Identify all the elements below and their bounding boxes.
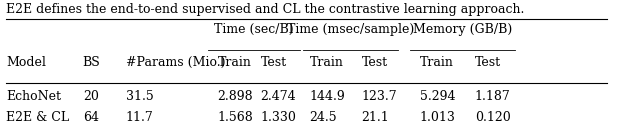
Text: Time (sec/B): Time (sec/B) xyxy=(214,23,294,36)
Text: 1.013: 1.013 xyxy=(420,111,456,124)
Text: 11.7: 11.7 xyxy=(125,111,154,124)
Text: Time (msec/sample): Time (msec/sample) xyxy=(287,23,414,36)
Text: E2E & CL: E2E & CL xyxy=(6,111,69,124)
Text: Test: Test xyxy=(260,56,287,69)
Text: 20: 20 xyxy=(83,90,99,103)
Text: 144.9: 144.9 xyxy=(309,90,345,103)
Text: 123.7: 123.7 xyxy=(362,90,397,103)
Text: 31.5: 31.5 xyxy=(125,90,154,103)
Text: Memory (GB/B): Memory (GB/B) xyxy=(413,23,512,36)
Text: 5.294: 5.294 xyxy=(420,90,455,103)
Text: Test: Test xyxy=(362,56,388,69)
Text: Model: Model xyxy=(6,56,46,69)
Text: 21.1: 21.1 xyxy=(362,111,389,124)
Text: 64: 64 xyxy=(83,111,99,124)
Text: 2.474: 2.474 xyxy=(260,90,296,103)
Text: BS: BS xyxy=(83,56,100,69)
Text: EchoNet: EchoNet xyxy=(6,90,61,103)
Text: 1.568: 1.568 xyxy=(218,111,253,124)
Text: 1.330: 1.330 xyxy=(260,111,296,124)
Text: 24.5: 24.5 xyxy=(309,111,337,124)
Text: Train: Train xyxy=(309,56,343,69)
Text: Train: Train xyxy=(420,56,454,69)
Text: Test: Test xyxy=(475,56,501,69)
Text: E2E defines the end-to-end supervised and CL the contrastive learning approach.: E2E defines the end-to-end supervised an… xyxy=(6,4,525,16)
Text: 0.120: 0.120 xyxy=(475,111,511,124)
Text: Train: Train xyxy=(218,56,252,69)
Text: 2.898: 2.898 xyxy=(218,90,253,103)
Text: #Params (Mio.): #Params (Mio.) xyxy=(125,56,225,69)
Text: 1.187: 1.187 xyxy=(475,90,511,103)
